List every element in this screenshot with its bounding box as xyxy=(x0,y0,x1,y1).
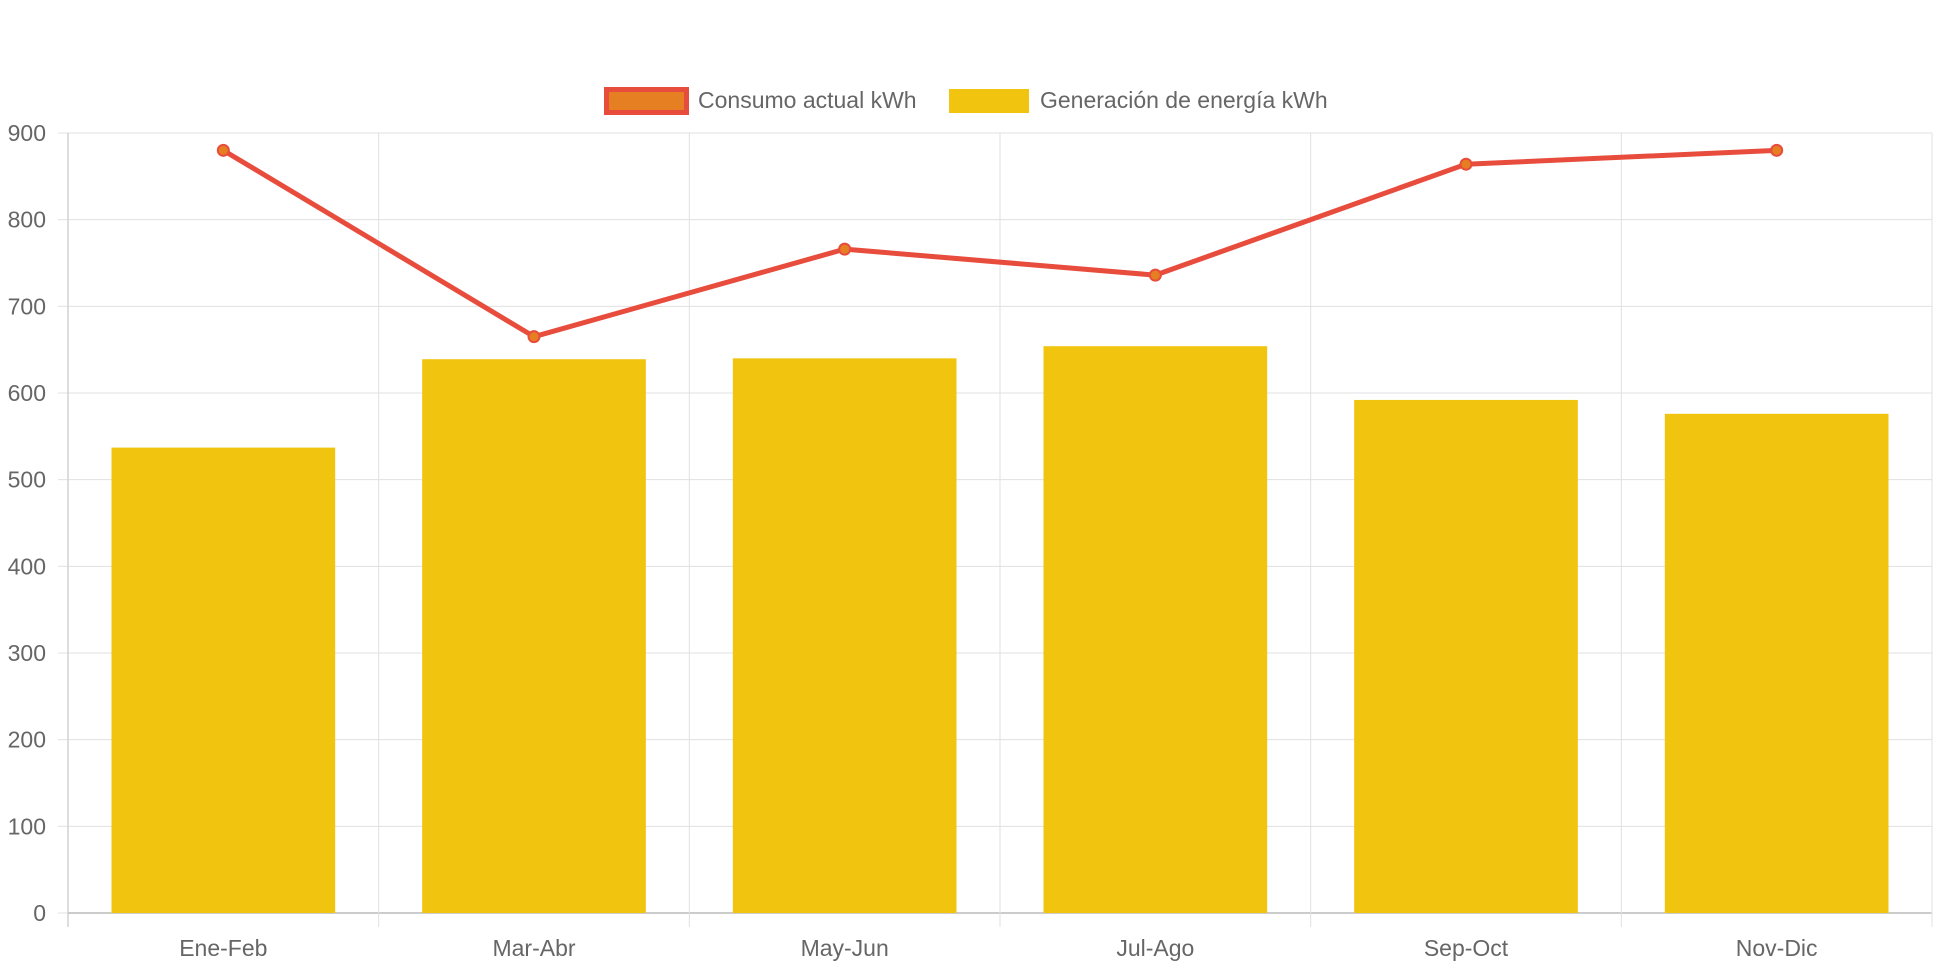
y-tick-label: 400 xyxy=(8,553,46,579)
y-tick-label: 500 xyxy=(8,467,46,493)
line-point xyxy=(216,143,230,157)
line-point xyxy=(1459,157,1473,171)
bar xyxy=(732,358,957,913)
legend-label-generacion: Generación de energía kWh xyxy=(1040,87,1328,113)
y-tick-label: 300 xyxy=(8,640,46,666)
legend-swatch-generacion xyxy=(949,89,1029,113)
y-tick-label: 700 xyxy=(8,293,46,319)
x-tick-label: Jul-Ago xyxy=(1116,935,1194,961)
x-tick-label: Sep-Oct xyxy=(1424,935,1509,961)
y-axis: 0 100 200 300 400 500 600 700 800 900 xyxy=(8,120,68,926)
y-tick-label: 0 xyxy=(33,900,46,926)
y-tick-label: 800 xyxy=(8,207,46,233)
bar xyxy=(1354,399,1578,913)
y-tick-label: 900 xyxy=(8,120,46,146)
grid-lines xyxy=(67,132,1933,927)
y-tick-label: 600 xyxy=(8,380,46,406)
line-point xyxy=(527,330,541,344)
x-tick-label: Nov-Dic xyxy=(1736,935,1818,961)
legend-item-generacion[interactable]: Generación de energía kWh xyxy=(949,87,1328,113)
y-tick-label: 100 xyxy=(8,813,46,839)
series-line xyxy=(220,147,1780,340)
line-series xyxy=(216,143,1784,344)
x-tick-label: May-Jun xyxy=(801,935,889,961)
legend[interactable]: Consumo actual kWh Generación de energía… xyxy=(604,87,1328,115)
legend-label-consumo: Consumo actual kWh xyxy=(698,87,917,113)
legend-item-consumo[interactable]: Consumo actual kWh xyxy=(604,87,917,115)
x-axis: Ene-Feb Mar-Abr May-Jun Jul-Ago Sep-Oct Nov-D… xyxy=(179,935,1817,961)
legend-swatch-consumo xyxy=(604,87,689,115)
line-point xyxy=(1770,143,1784,157)
x-tick-label: Mar-Abr xyxy=(492,935,575,961)
x-tick-label: Ene-Feb xyxy=(179,935,267,961)
bar xyxy=(1664,413,1889,913)
y-tick-label: 200 xyxy=(8,727,46,753)
bar xyxy=(1043,346,1268,913)
line-point xyxy=(1148,268,1162,282)
line-point xyxy=(838,242,852,256)
bar xyxy=(422,359,646,913)
bar xyxy=(111,447,336,913)
bar-series xyxy=(111,346,1889,913)
